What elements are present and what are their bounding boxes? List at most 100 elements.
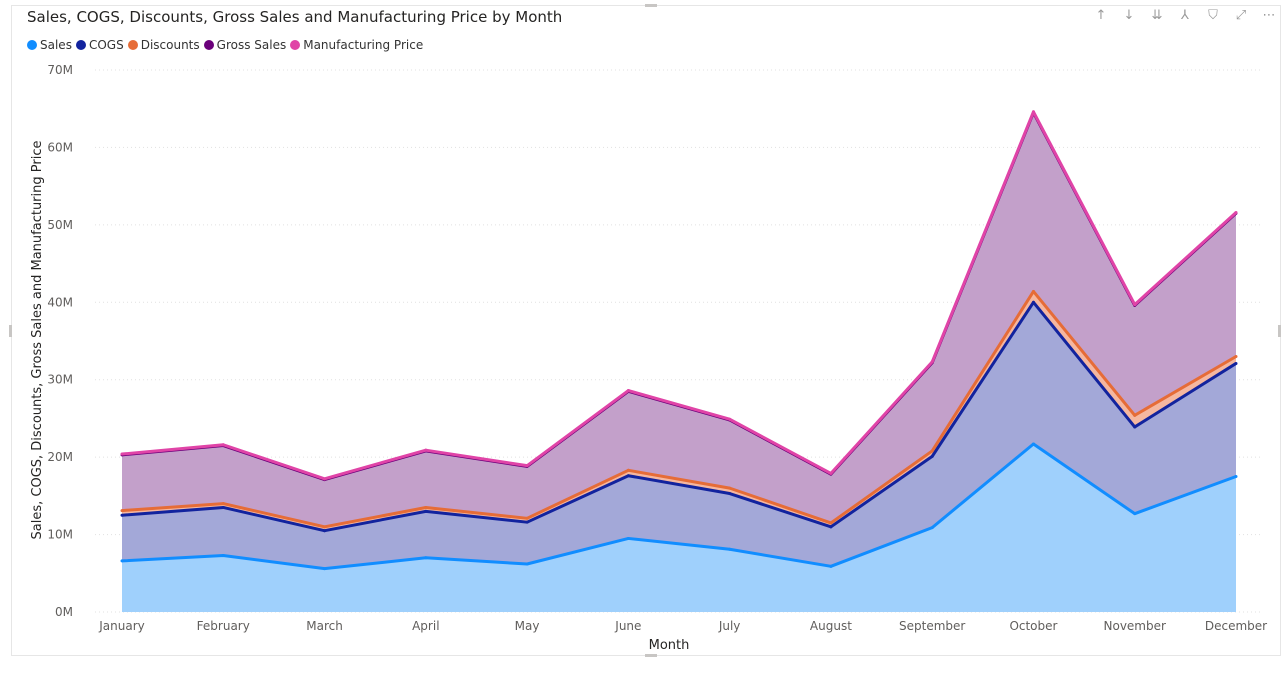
data-point — [424, 556, 428, 560]
data-point — [930, 526, 934, 530]
data-point — [424, 509, 428, 513]
resize-handle-right[interactable] — [1278, 325, 1281, 337]
y-tick-label: 60M — [47, 140, 73, 154]
data-point — [728, 492, 732, 496]
data-point — [829, 521, 833, 525]
data-point — [525, 562, 529, 566]
data-point — [1133, 303, 1137, 307]
data-point — [930, 449, 934, 453]
y-tick-label: 20M — [47, 450, 73, 464]
x-tick-label: December — [1205, 619, 1267, 633]
x-tick-label: February — [197, 619, 250, 633]
data-point — [626, 389, 630, 393]
data-point — [1234, 354, 1238, 358]
visual-header-toolbar: ↑ ↓ ⇊ ⅄ ⛉ ⤢ ⋯ — [1094, 9, 1276, 23]
series-line-sales — [121, 442, 1237, 571]
data-point — [1234, 210, 1238, 214]
chart-title: Sales, COGS, Discounts, Gross Sales and … — [27, 8, 563, 26]
data-point — [1133, 425, 1137, 429]
data-point — [221, 443, 225, 447]
data-point — [424, 448, 428, 452]
more-options-icon[interactable]: ⋯ — [1262, 8, 1276, 23]
x-tick-label: March — [306, 619, 343, 633]
data-point — [829, 471, 833, 475]
x-tick-label: April — [412, 619, 439, 633]
series-line-manufacturing-price — [121, 110, 1238, 481]
y-axis-title: Sales, COGS, Discounts, Gross Sales and … — [30, 141, 45, 540]
resize-handle-bottom[interactable] — [645, 654, 657, 657]
legend-marker — [203, 40, 214, 50]
y-tick-label: 50M — [47, 218, 73, 232]
hierarchy-icon[interactable]: ⅄ — [1181, 8, 1189, 23]
y-tick-label: 10M — [47, 528, 73, 542]
data-point — [120, 452, 124, 456]
data-point — [120, 509, 124, 513]
sort-down-icon[interactable]: ↓ — [1123, 8, 1135, 23]
legend-marker — [290, 40, 301, 50]
data-point — [525, 520, 529, 524]
data-point — [829, 525, 833, 529]
data-point — [1031, 300, 1035, 304]
x-tick-label: May — [515, 619, 540, 633]
legend-item-gross-sales[interactable]: Gross Sales — [203, 38, 287, 52]
data-point — [221, 502, 225, 506]
x-tick-label: November — [1104, 619, 1166, 633]
data-point — [221, 553, 225, 557]
data-point — [728, 547, 732, 551]
legend-marker — [27, 40, 37, 50]
data-point — [930, 454, 934, 458]
data-point — [1031, 289, 1035, 293]
resize-handle-top[interactable] — [645, 4, 657, 7]
y-tick-label: 40M — [47, 295, 73, 309]
data-point — [525, 516, 529, 520]
y-tick-label: 0M — [55, 605, 73, 619]
data-point — [626, 468, 630, 472]
data-point — [1234, 475, 1238, 478]
data-point — [1234, 361, 1238, 365]
data-point — [323, 567, 327, 571]
data-point — [120, 513, 124, 517]
area-gross-sales — [122, 112, 1236, 527]
area-sales — [122, 443, 1236, 612]
data-point — [930, 360, 934, 364]
resize-handle-left[interactable] — [9, 325, 12, 337]
y-tick-label: 30M — [47, 373, 73, 387]
drill-all-icon[interactable]: ⇊ — [1151, 8, 1163, 23]
legend-marker — [75, 40, 86, 50]
chart-legend: Sales COGS Discounts Gross Sales Manufacturi… — [27, 38, 427, 52]
y-tick-label: 70M — [47, 63, 73, 77]
legend-label: Discounts — [140, 38, 200, 52]
x-tick-label: August — [810, 619, 852, 633]
focus-mode-icon[interactable]: ⤢ — [1235, 8, 1247, 23]
data-point — [323, 477, 327, 481]
data-point — [525, 464, 529, 468]
data-point — [424, 505, 428, 509]
x-tick-label: July — [718, 619, 741, 633]
data-point — [728, 417, 732, 421]
legend-item-discounts[interactable]: Discounts — [127, 38, 200, 52]
x-tick-label: June — [614, 619, 641, 633]
x-tick-label: October — [1009, 619, 1057, 633]
legend-label: Gross Sales — [216, 38, 287, 52]
area-cogs — [122, 302, 1236, 569]
legend-label: Manufacturing Price — [303, 38, 424, 52]
sort-up-icon[interactable]: ↑ — [1095, 8, 1107, 23]
data-point — [323, 529, 327, 533]
data-point — [829, 564, 833, 568]
data-point — [1133, 512, 1137, 516]
x-tick-label: September — [899, 619, 965, 633]
legend-label: Sales — [40, 38, 72, 52]
legend-item-manufacturing-price[interactable]: Manufacturing Price — [290, 38, 423, 52]
data-point — [1031, 110, 1035, 114]
data-point — [1133, 413, 1137, 417]
legend-marker — [127, 40, 138, 50]
series-line-discounts — [121, 289, 1237, 529]
filter-icon[interactable]: ⛉ — [1208, 8, 1218, 23]
x-tick-label: January — [98, 619, 145, 633]
data-point — [626, 536, 630, 540]
data-point — [728, 486, 732, 490]
data-point — [626, 474, 630, 478]
legend-item-sales[interactable]: Sales — [27, 38, 72, 52]
data-point — [323, 525, 327, 529]
legend-item-cogs[interactable]: COGS — [75, 38, 124, 52]
